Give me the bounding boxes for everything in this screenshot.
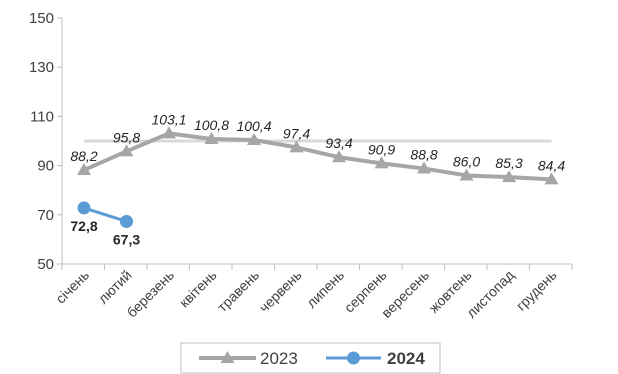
legend-2023-marker — [220, 351, 235, 363]
series-2023-marker — [247, 133, 261, 146]
series-2023-data-label: 100,4 — [236, 118, 271, 134]
y-tick-label: 150 — [29, 10, 54, 27]
legend-2024-marker — [347, 351, 360, 365]
x-tick-label: березень — [123, 267, 177, 321]
series-2024-data-label: 67,3 — [113, 231, 140, 247]
y-tick-label: 50 — [37, 256, 54, 273]
series-2023-data-label: 88,2 — [70, 148, 97, 164]
y-tick-label: 130 — [29, 59, 54, 76]
series-2023-data-label: 97,4 — [283, 125, 310, 141]
series-2023-marker — [289, 140, 304, 153]
series-2023-data-label: 85,3 — [495, 155, 522, 171]
y-tick-label: 70 — [37, 207, 54, 224]
series-2023-marker — [77, 163, 91, 176]
series-2023-data-label: 88,8 — [410, 147, 437, 163]
x-tick-label: лютий — [95, 267, 135, 307]
series-2023-data-label: 90,9 — [368, 141, 395, 157]
series-2024-marker — [77, 201, 91, 215]
series-2023-marker — [417, 161, 431, 174]
series-2023-data-label: 95,8 — [113, 129, 140, 145]
x-tick-label: грудень — [513, 267, 560, 314]
series-2023-marker — [162, 126, 176, 139]
series-2023-marker — [502, 170, 516, 183]
series-2023-marker — [332, 150, 346, 163]
legend-2024-label: 2024 — [387, 349, 425, 368]
series-2023-data-label: 100,8 — [194, 117, 229, 133]
series-2024-marker — [120, 214, 133, 228]
legend: 2023 2024 — [180, 342, 441, 374]
y-tick-label: 110 — [30, 108, 54, 125]
series-2024-line — [83, 206, 127, 223]
series-2023-marker — [204, 132, 219, 145]
series-2023-data-label: 93,4 — [325, 135, 352, 151]
series-2023-data-label: 84,4 — [538, 157, 565, 173]
series-2023-data-label: 86,0 — [453, 153, 480, 169]
y-tick-label: 90 — [37, 158, 54, 175]
series-2023-marker — [459, 168, 474, 181]
series-2023-marker — [119, 144, 134, 157]
series-2023-data-label: 103,1 — [151, 111, 186, 127]
series-2024-data-label: 72,8 — [70, 218, 97, 234]
series-2023-marker — [544, 172, 559, 185]
x-tick-label: травень — [214, 267, 262, 315]
x-tick-label: січень — [52, 267, 92, 307]
series-2023-line — [83, 131, 552, 182]
series-2023-marker — [374, 156, 389, 169]
legend-2023-label: 2023 — [260, 349, 298, 368]
x-tick-label: червень — [256, 267, 305, 316]
